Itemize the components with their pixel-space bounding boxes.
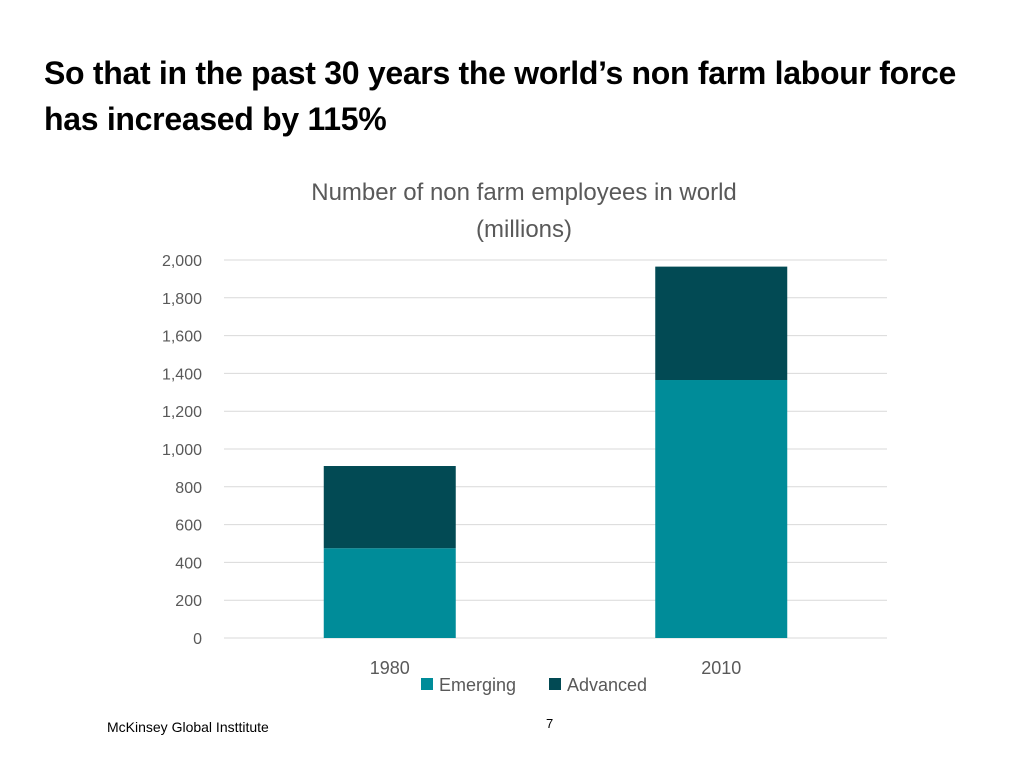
y-tick-label: 1,400	[162, 366, 202, 383]
y-axis: 0 200 400 600 800 1,000 1,200 1,400 1,600 1,800 2,…	[162, 253, 202, 648]
bar-segment-advanced-1980	[323, 466, 456, 549]
bar-segment-emerging-2010	[655, 380, 788, 638]
y-tick-label: 400	[175, 555, 202, 572]
stacked-bar-chart: Number of non farm employees in world (mi…	[162, 179, 887, 695]
legend-label-emerging: Emerging	[439, 675, 516, 695]
x-axis: 1980 2010	[370, 658, 742, 678]
x-tick-label: 1980	[370, 658, 410, 678]
chart-title-line: (millions)	[476, 216, 572, 243]
bar-segment-emerging-1980	[323, 548, 456, 638]
legend: Emerging Advanced	[421, 675, 647, 695]
legend-swatch-advanced	[549, 678, 561, 690]
y-tick-label: 0	[193, 631, 202, 648]
chart-title-line: Number of non farm employees in world	[311, 179, 737, 206]
y-tick-label: 600	[175, 518, 202, 535]
bars	[323, 266, 788, 638]
legend-label-advanced: Advanced	[567, 675, 647, 695]
bar-segment-advanced-2010	[655, 266, 788, 381]
y-tick-label: 200	[175, 593, 202, 610]
y-tick-label: 1,200	[162, 404, 202, 421]
y-tick-label: 1,600	[162, 329, 202, 346]
page-number: 7	[546, 716, 554, 731]
legend-swatch-emerging	[421, 678, 433, 690]
y-tick-label: 800	[175, 480, 202, 497]
y-tick-label: 1,000	[162, 442, 202, 459]
slide-title: So that in the past 30 years the world’s…	[44, 55, 956, 137]
y-tick-label: 1,800	[162, 291, 202, 308]
grid-lines	[224, 259, 887, 639]
y-tick-label: 2,000	[162, 253, 202, 270]
x-tick-label: 2010	[701, 658, 741, 678]
footer-source: McKinsey Global Insttitute	[107, 719, 269, 735]
chart-title: Number of non farm employees in world (mi…	[311, 179, 737, 243]
chart-area: Number of non farm employees in world (mi…	[0, 160, 1024, 710]
